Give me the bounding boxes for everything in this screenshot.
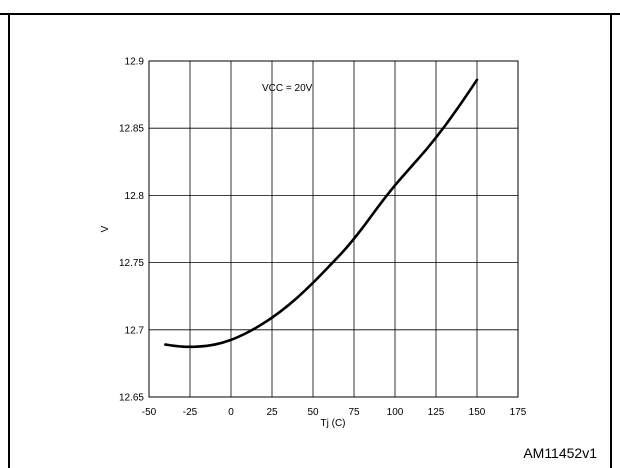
y-tick-label: 12.9 (125, 57, 145, 68)
y-tick-labels: 12.65 12.7 12.75 12.8 12.85 12.9 (119, 57, 144, 404)
chart: 12.65 12.7 12.75 12.8 12.85 12.9 -50 -25 0 25 50 7… (100, 57, 527, 430)
figure-id-label: AM11452v1 (523, 445, 597, 461)
x-tick-label: 50 (307, 407, 319, 418)
vcc-annotation: VCC = 20V (262, 83, 313, 94)
series-layer (164, 78, 479, 349)
series-line (164, 78, 479, 349)
x-tick-label: 125 (428, 407, 445, 418)
x-tick-label: 25 (266, 407, 278, 418)
y-tick-label: 12.75 (119, 258, 144, 269)
y-tick-label: 12.8 (125, 191, 145, 202)
x-tick-label: -25 (183, 407, 198, 418)
x-tick-label: 0 (228, 407, 234, 418)
x-tick-label: -50 (142, 407, 157, 418)
x-tick-labels: -50 -25 0 25 50 75 100 125 150 175 (142, 407, 527, 418)
x-axis-label: Tj (C) (321, 418, 346, 429)
x-tick-label: 150 (469, 407, 486, 418)
y-tick-label: 12.85 (119, 124, 144, 135)
x-tick-label: 100 (387, 407, 404, 418)
y-tick-label: 12.65 (119, 393, 144, 404)
plot-area-border (148, 60, 519, 398)
y-tick-label: 12.7 (125, 325, 145, 336)
x-tick-label: 75 (348, 407, 360, 418)
x-tick-label: 175 (510, 407, 527, 418)
y-axis-label: V (100, 225, 111, 232)
